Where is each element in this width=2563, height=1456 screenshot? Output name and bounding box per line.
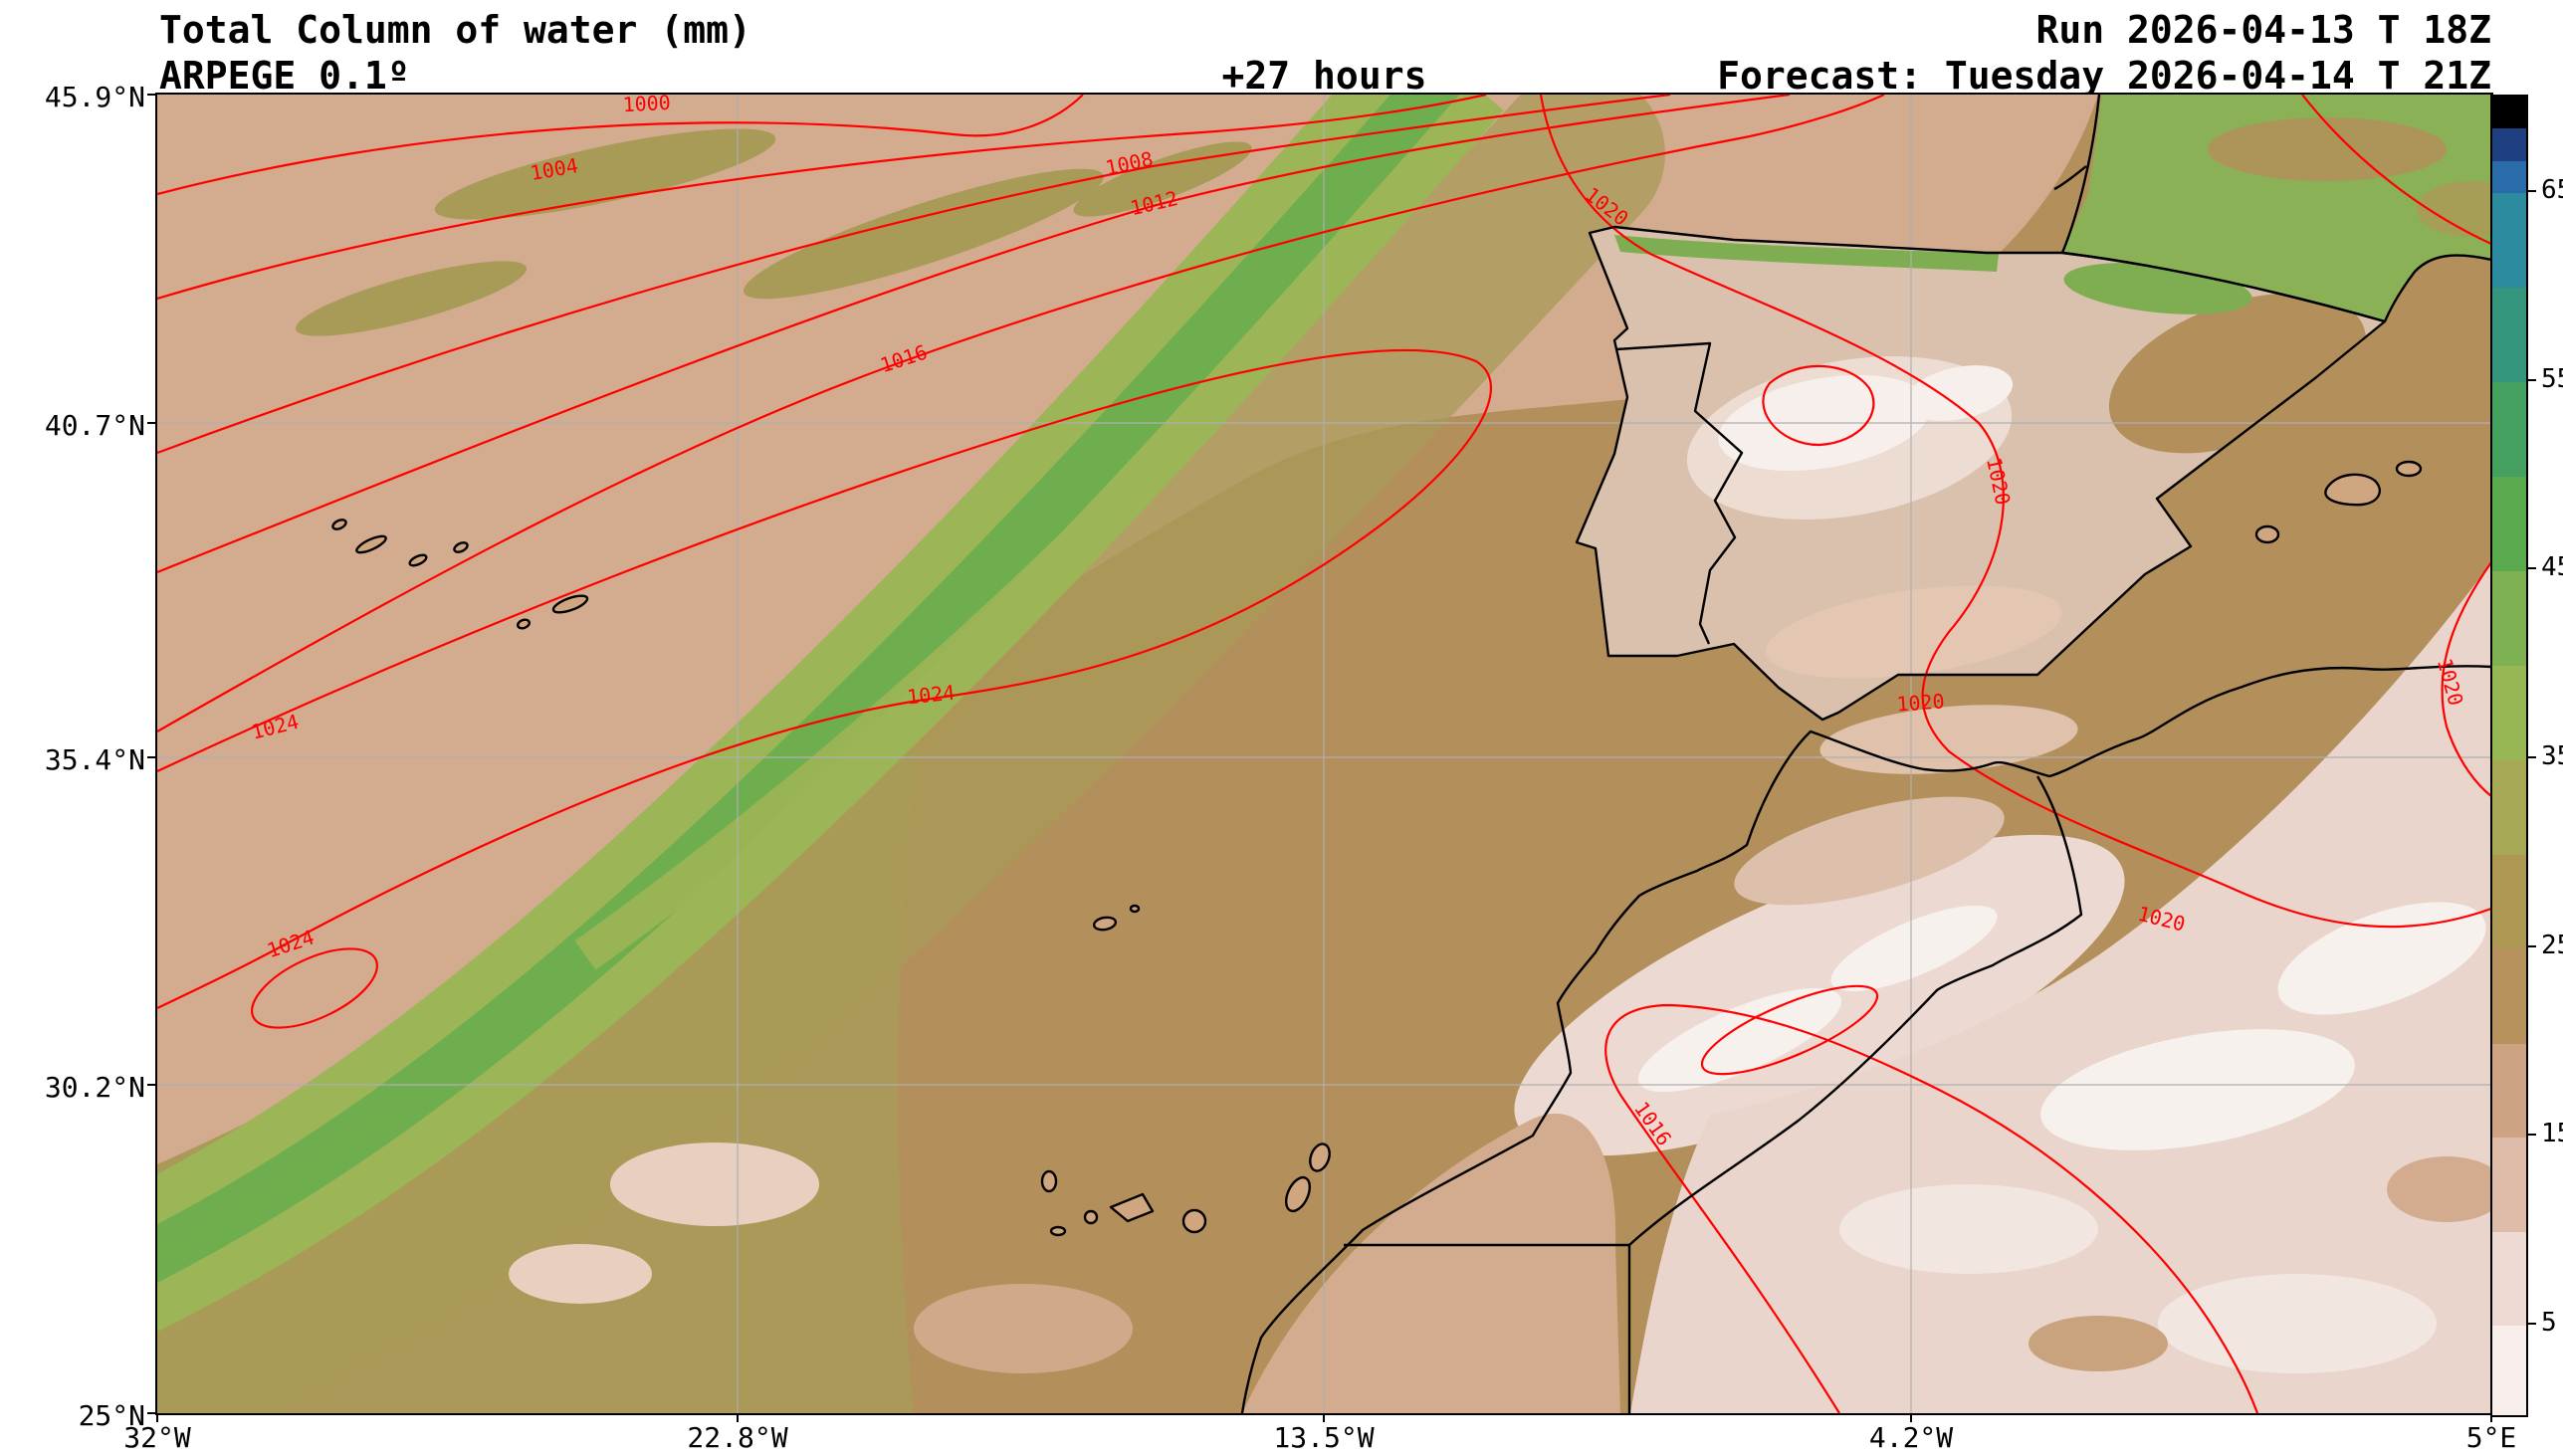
- y-axis-label: 40.7°N: [44, 409, 145, 442]
- gironde-estuary: [2053, 165, 2087, 191]
- colorbar-segments: [2492, 97, 2526, 1415]
- france-atlantic-coast: [2060, 95, 2101, 254]
- y-tick: [147, 756, 156, 758]
- colorbar-tick-label: 15: [2541, 1119, 2563, 1148]
- colorbar-segment: [2492, 477, 2526, 571]
- model-label: ARPEGE 0.1º: [159, 54, 410, 98]
- isobar-lines: [157, 95, 2491, 1413]
- forecast-label: Forecast: Tuesday 2026-04-14 T 21Z: [1717, 54, 2491, 98]
- france-med-coast: [2383, 254, 2491, 322]
- canary-island: [1049, 1225, 1067, 1237]
- colorbar-tick-label: 65: [2541, 175, 2563, 205]
- colorbar-segment: [2492, 666, 2526, 760]
- menorca-island: [2395, 460, 2423, 478]
- colorbar-tick-label: 55: [2541, 364, 2563, 394]
- colorbar-segment: [2492, 1232, 2526, 1326]
- canary-island: [1284, 1175, 1312, 1213]
- y-axis-label: 35.4°N: [44, 743, 145, 776]
- canary-island: [1309, 1143, 1331, 1172]
- chart-title: Total Column of water (mm): [159, 8, 751, 52]
- x-tick: [737, 1413, 739, 1422]
- colorbar-tickmark: [2528, 1323, 2536, 1325]
- mallorca-island: [2324, 473, 2381, 507]
- y-axis-label: 25°N: [78, 1399, 145, 1432]
- x-axis-label: 22.8°W: [687, 1421, 788, 1454]
- y-tick: [147, 1084, 156, 1086]
- y-axis-label: 45.9°N: [44, 81, 145, 113]
- y-tick: [147, 1412, 156, 1414]
- colorbar-tickmark: [2528, 945, 2536, 947]
- colorbar-segment: [2492, 855, 2526, 949]
- x-tick: [1323, 1413, 1325, 1422]
- canary-island: [1083, 1209, 1099, 1225]
- colorbar-segment: [2492, 1044, 2526, 1138]
- colorbar-segment: [2492, 949, 2526, 1044]
- azores-island: [408, 553, 428, 567]
- x-axis-label: 32°W: [123, 1421, 191, 1454]
- africa-coastline: [1240, 665, 2491, 1413]
- portugal-spain-border: [1615, 341, 1744, 645]
- azores-island: [453, 541, 469, 553]
- colorbar-segment: [2492, 128, 2526, 161]
- colorbar-segment: [2492, 571, 2526, 666]
- lead-time-label: +27 hours: [1221, 54, 1427, 98]
- run-label: Run 2026-04-13 T 18Z: [2035, 8, 2491, 52]
- map-plot-area: 1000 1004 1008 1012 1016 1020 1024 1024 …: [155, 93, 2493, 1415]
- colorbar: [2490, 95, 2528, 1417]
- colorbar-tickmark: [2528, 379, 2536, 381]
- y-tick: [147, 422, 156, 424]
- grid-lines: [157, 95, 2491, 1413]
- colorbar-tick-label: 5: [2541, 1308, 2557, 1338]
- isobar-label: 1024: [906, 681, 956, 710]
- colorbar-tickmark: [2528, 190, 2536, 192]
- y-tick: [147, 94, 156, 96]
- isobar-label: 1020: [1896, 689, 1946, 716]
- colorbar-tick-label: 35: [2541, 741, 2563, 771]
- colorbar-segment: [2492, 1326, 2526, 1415]
- colorbar-tickmark: [2528, 567, 2536, 569]
- azores-island: [551, 594, 589, 614]
- colorbar-tick-label: 45: [2541, 552, 2563, 582]
- colorbar-segment: [2492, 161, 2526, 193]
- colorbar-tickmark: [2528, 1134, 2536, 1136]
- colorbar-segment: [2492, 193, 2526, 288]
- colorbar-ticks: 65 55 45 35 25 15 5: [2528, 95, 2563, 1428]
- colorbar-tick-label: 25: [2541, 931, 2563, 960]
- x-axis-label: 13.5°W: [1273, 1421, 1375, 1454]
- land-fills: [1242, 95, 2491, 1413]
- colorbar-segment: [2492, 760, 2526, 855]
- x-axis-label: 5°E: [2465, 1421, 2517, 1454]
- y-axis-label: 30.2°N: [44, 1071, 145, 1104]
- colorbar-segment: [2492, 97, 2526, 128]
- azores-island: [516, 618, 532, 630]
- ibiza-island: [2254, 524, 2280, 544]
- canary-island: [1181, 1208, 1207, 1234]
- morocco-algeria-border: [1628, 775, 2083, 1246]
- isobar-label: 1000: [622, 95, 671, 116]
- x-tick: [2490, 1413, 2492, 1422]
- porto-santo-island: [1129, 904, 1141, 914]
- colorbar-segment: [2492, 1138, 2526, 1232]
- canary-island: [1040, 1169, 1058, 1193]
- x-tick: [1910, 1413, 1912, 1422]
- x-tick: [156, 1413, 158, 1422]
- colorbar-segment: [2492, 288, 2526, 382]
- pyrenees-border: [2061, 251, 2386, 323]
- map-canvas: 1000 1004 1008 1012 1016 1020 1024 1024 …: [157, 95, 2491, 1413]
- colorbar-tickmark: [2528, 756, 2536, 758]
- x-axis-label: 4.2°W: [1868, 1421, 1954, 1454]
- canary-island: [1109, 1192, 1155, 1223]
- azores-island: [331, 519, 347, 530]
- colorbar-segment: [2492, 382, 2526, 477]
- madeira-island: [1092, 916, 1118, 932]
- coastlines: [331, 95, 2491, 1413]
- azores-island: [355, 534, 387, 554]
